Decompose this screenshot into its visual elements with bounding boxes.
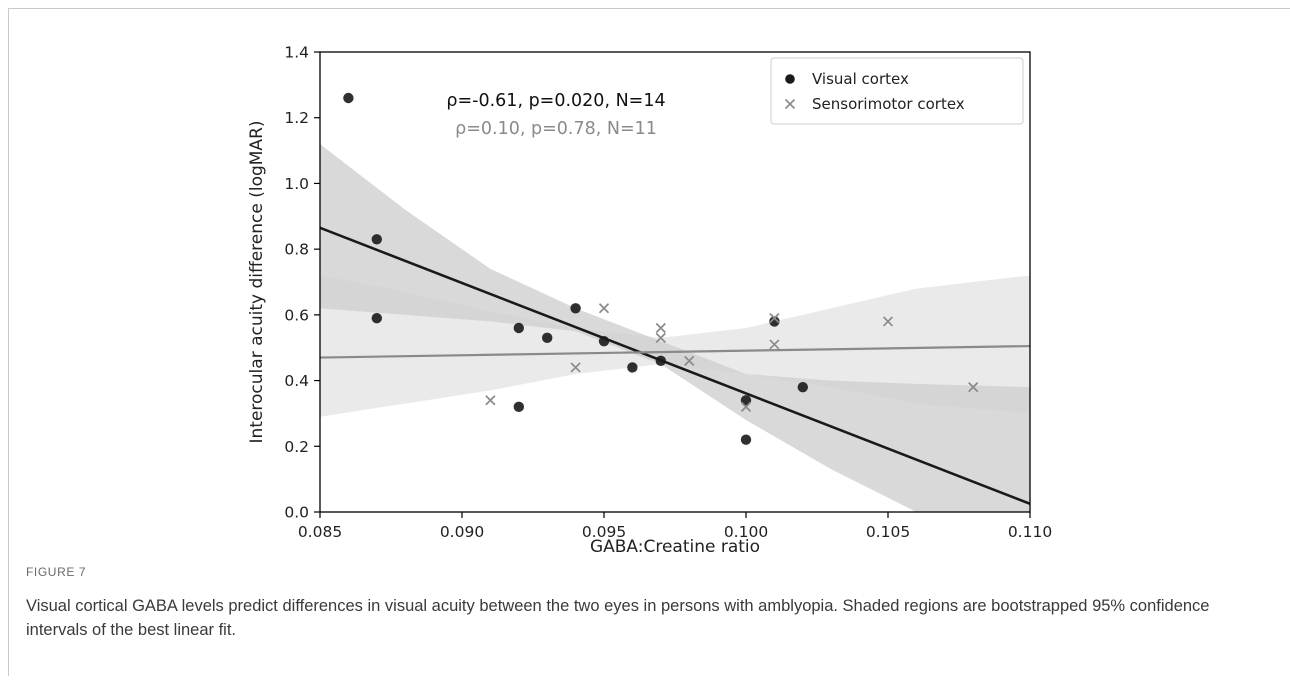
y-tick-label: 0.2 <box>284 438 309 456</box>
point-sensorimotor <box>485 395 496 406</box>
legend: Visual cortex Sensorimotor cortex <box>770 57 1024 125</box>
figure-label: FIGURE 7 <box>26 565 87 579</box>
point-visual <box>740 395 752 406</box>
point-sensorimotor <box>740 401 752 412</box>
y-tick-label: 0.0 <box>284 504 309 522</box>
ci-band-visual <box>320 144 1030 512</box>
fit-line-sensorimotor <box>320 344 1030 359</box>
y-axis-label: Interocular acuity difference (logMAR) <box>247 120 267 443</box>
point-sensorimotor <box>882 316 894 327</box>
y-tick-label: 1.2 <box>284 109 309 127</box>
point-visual <box>570 303 581 314</box>
fit-line-visual <box>320 226 1030 505</box>
y-tick-label: 0.4 <box>284 372 309 390</box>
fit-line-layer <box>320 226 1030 505</box>
point-sensorimotor <box>655 322 666 334</box>
point-sensorimotor <box>655 332 666 343</box>
y-tick-label: 0.8 <box>284 241 309 259</box>
point-visual <box>769 316 780 327</box>
x-tick-label: 0.085 <box>298 523 342 541</box>
data-point-layer <box>343 92 979 445</box>
scatter-chart: 0.085 0.090 0.095 0.100 0.105 0.110 0.0 0.2 0.4 0… <box>247 44 1052 558</box>
x-tick-label: 0.095 <box>582 523 626 541</box>
point-visual <box>598 335 610 347</box>
point-sensorimotor <box>968 382 979 393</box>
point-sensorimotor <box>769 313 780 324</box>
point-sensorimotor <box>684 355 695 366</box>
confidence-interval-layer <box>320 144 1030 512</box>
figure-caption: Visual cortical GABA levels predict diff… <box>26 597 1210 639</box>
legend-marker-sensorimotor <box>784 98 796 110</box>
point-sensorimotor <box>769 339 780 350</box>
visual-stats-annotation: ρ=-0.61, p=0.020, N=14 <box>446 91 665 111</box>
y-tick-label: 0.6 <box>284 306 309 324</box>
x-tick-label: 0.105 <box>866 523 910 541</box>
x-tick-label: 0.090 <box>440 523 484 541</box>
y-tick-label: 1.4 <box>284 44 309 62</box>
point-visual <box>655 355 666 367</box>
point-visual <box>740 434 752 445</box>
point-visual <box>371 312 382 324</box>
y-tick-label: 1.0 <box>284 175 309 193</box>
point-visual <box>627 362 638 373</box>
point-sensorimotor <box>570 362 581 373</box>
frame-border-left <box>8 8 9 676</box>
legend-label-visual: Visual cortex <box>812 70 909 88</box>
ci-band-sensorimotor <box>320 275 1030 417</box>
frame-border-top <box>8 8 1290 9</box>
point-visual <box>371 234 382 245</box>
point-visual <box>797 381 808 393</box>
point-visual <box>343 92 354 104</box>
point-visual <box>513 322 524 334</box>
legend-marker-visual <box>785 74 795 84</box>
axes-layer: 0.085 0.090 0.095 0.100 0.105 0.110 0.0 0.2 0.4 0… <box>284 44 1052 542</box>
legend-label-sensorimotor: Sensorimotor cortex <box>812 95 965 113</box>
point-visual <box>513 401 524 413</box>
plot-frame <box>319 51 1031 513</box>
x-axis-label: GABA:Creatine ratio <box>590 537 760 557</box>
point-visual <box>542 332 553 344</box>
x-tick-label: 0.100 <box>724 523 768 541</box>
legend-box <box>770 57 1024 125</box>
sensorimotor-stats-annotation: ρ=0.10, p=0.78, N=11 <box>455 119 657 139</box>
x-tick-label: 0.110 <box>1008 523 1052 541</box>
point-sensorimotor <box>598 303 610 314</box>
